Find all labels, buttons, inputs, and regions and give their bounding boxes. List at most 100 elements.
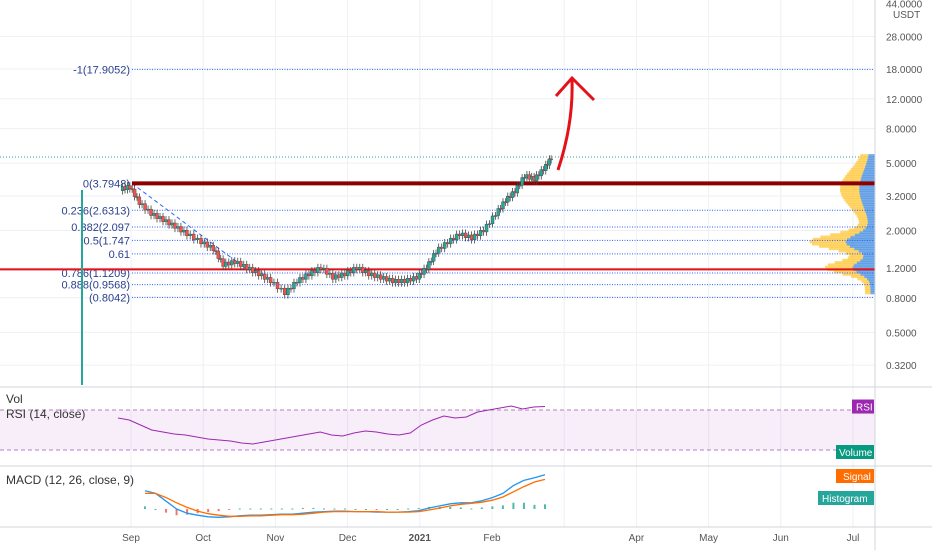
fib-level-label: 0.5(1.747 — [84, 235, 130, 247]
candle-body — [283, 287, 287, 296]
candle-body — [484, 223, 489, 233]
candle-body — [286, 287, 290, 296]
volume-profile-bar — [856, 214, 867, 218]
candle-body — [381, 276, 386, 280]
time-tick-label: Oct — [195, 533, 211, 544]
candle-body — [146, 208, 150, 211]
time-tick-label: Nov — [267, 533, 285, 544]
volume-profile-bar — [840, 230, 860, 234]
fib-level-label: 0.236(2.6313) — [62, 205, 131, 217]
volume-profile-bar — [864, 289, 871, 293]
macd-histogram-bar — [280, 508, 283, 510]
volume-profile-bar — [842, 195, 861, 199]
macd-histogram-bar — [322, 508, 325, 510]
macd-histogram-bar — [175, 509, 178, 516]
candle-body — [208, 245, 212, 248]
volume-profile-bar — [858, 221, 868, 225]
volume-profile-bar — [863, 205, 875, 209]
volume-profile-bar — [864, 284, 871, 288]
candle-body — [188, 233, 192, 236]
macd-histogram-bar — [480, 507, 483, 509]
volume-profile-bar — [842, 272, 861, 276]
candle-body — [478, 229, 483, 237]
time-tick-label: May — [699, 533, 718, 544]
candle-body — [199, 237, 203, 245]
volume-profile-bar — [833, 270, 857, 274]
candle-body — [417, 272, 421, 280]
macd-histogram-bar — [386, 509, 389, 510]
signal-badge — [836, 469, 874, 483]
candle-body — [262, 273, 267, 280]
volume-profile-bar — [867, 216, 875, 220]
volume-profile-bar — [864, 165, 875, 169]
macd-histogram-bar — [238, 508, 241, 510]
volume-profile-bar — [846, 242, 875, 246]
macd-histogram-bar — [501, 505, 504, 509]
volume-profile-bar — [854, 163, 866, 167]
candle-body — [155, 213, 159, 219]
arrow-shaft — [556, 79, 574, 171]
candle-body — [301, 277, 305, 280]
volume-profile-bar — [855, 212, 867, 216]
candle-body — [170, 222, 174, 226]
candle-body — [510, 191, 515, 198]
volume-profile-bar — [847, 256, 863, 260]
fib-level-label: (0.8042) — [89, 292, 130, 304]
rsi-pane-title: RSI (14, close) — [6, 407, 85, 421]
candle-body — [451, 237, 456, 240]
volume-profile-bar — [849, 254, 864, 258]
volume-profile-bar — [848, 170, 864, 174]
volume-profile-bar — [834, 261, 857, 265]
volume-profile-bar — [846, 172, 863, 176]
signal-line — [145, 478, 546, 517]
candle-body — [167, 219, 171, 226]
signal-badge-label: Signal — [843, 472, 871, 483]
candle-body — [289, 287, 293, 290]
volume-profile-bar — [864, 275, 875, 279]
volume-profile-bar — [856, 261, 875, 265]
candle-body — [158, 216, 162, 219]
price-tick-label: 8.0000 — [886, 125, 917, 136]
macd-histogram-bar — [228, 509, 231, 510]
indicator-panes: 80.0040.00RSI73.47Volume9.845MSignal0.56… — [0, 396, 932, 518]
volume-profile-bar — [828, 247, 855, 251]
volume-profile-bar — [852, 265, 875, 269]
candle-body — [437, 246, 441, 254]
candle-body — [518, 184, 522, 187]
candle-body — [205, 241, 209, 248]
volume-profile-bar — [812, 237, 847, 241]
volume-profile-bar — [858, 216, 868, 220]
candle-body — [422, 268, 426, 275]
volume-profile-bar — [842, 179, 861, 183]
candle-body — [522, 177, 527, 179]
candle-body — [387, 278, 392, 282]
price-tick-label: 18.0000 — [886, 65, 923, 76]
candle-body — [429, 261, 433, 263]
volume-profile-bar — [860, 179, 875, 183]
candle-body — [390, 278, 395, 284]
candle-body — [490, 215, 495, 224]
volume-profile-bar — [820, 235, 851, 239]
candle-body — [376, 274, 380, 278]
candle-body — [399, 278, 404, 284]
candle-body — [245, 264, 249, 270]
candle-body — [402, 278, 407, 284]
volume-profile-bar — [861, 198, 875, 202]
volume-profile-bar — [861, 175, 875, 179]
candle-body — [501, 201, 505, 210]
macd-histogram-bar — [217, 509, 220, 512]
volume-profile-bar — [863, 282, 870, 286]
volume-profile-bar — [860, 258, 875, 262]
volume-profile-bar — [856, 270, 875, 274]
volume-profile-bar — [859, 184, 875, 188]
volume-profile-bar — [858, 249, 875, 253]
volume-profile-bar — [857, 158, 868, 162]
candle-body — [475, 233, 480, 237]
candle-body — [195, 237, 200, 240]
macd-histogram-bar — [470, 508, 473, 510]
volume-profile-bar — [856, 161, 867, 165]
candle-body — [352, 267, 356, 273]
candle-body — [295, 281, 299, 284]
candle-body — [140, 203, 144, 205]
